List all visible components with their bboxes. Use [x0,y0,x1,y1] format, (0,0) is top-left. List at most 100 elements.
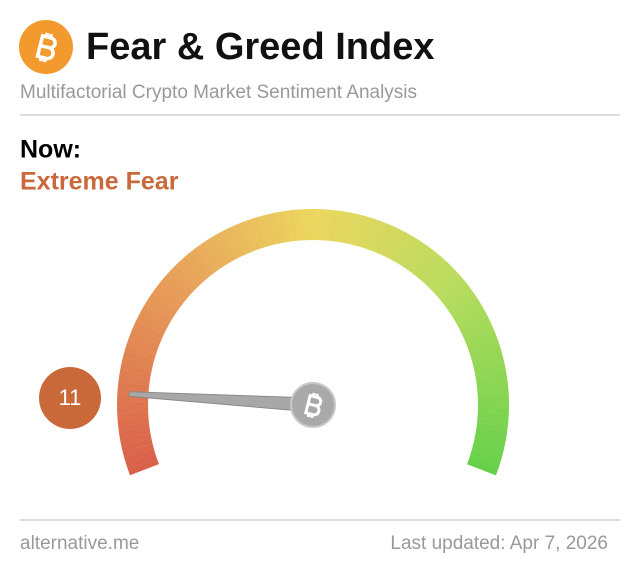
arc-segment [117,412,149,420]
arc-segment [477,417,509,427]
arc-segment [195,244,219,274]
arc-segment [470,344,502,360]
arc-segment [141,304,172,326]
arc-segment [349,213,364,246]
classification: Extreme Fear [20,168,179,196]
arc-segment [435,274,464,299]
arc-segment [125,453,158,470]
arc-segment [124,344,156,360]
arc-segment [155,283,184,308]
arc-segment [454,304,485,326]
arc-segment [476,375,508,386]
arc-segment [250,217,266,249]
arc-segment [133,321,164,340]
arc-segment [474,363,506,376]
arc-segment [399,237,421,268]
arc-segment [128,332,160,350]
heading: Now: [20,136,81,164]
arc-segment [470,448,502,464]
arc-segment [118,428,151,439]
arc-segment [256,215,271,247]
arc-segment [407,244,432,274]
arc-segment [474,433,507,446]
arc-segment [464,327,496,345]
arc-segment [205,237,228,268]
hub-symbol-path [303,392,323,419]
arc-segment [300,209,308,241]
arc-segment [167,269,194,295]
arc-segment [365,219,382,251]
arc-segment [287,209,298,242]
subtitle: Multifactorial Crypto Market Sentiment A… [20,82,417,103]
arc-segment [323,209,333,241]
arc-segment [475,428,508,439]
arc-segment [344,212,358,245]
arc-segment [457,310,488,330]
arc-segment [127,459,159,476]
arc-segment [428,264,455,291]
arc-segment [122,350,155,365]
arc-segment [468,338,500,355]
arc-segment [439,278,468,304]
arc-segment [117,381,150,391]
arc-segment [451,299,482,321]
arc-segment [471,350,504,365]
logo-symbol [35,32,57,63]
arc-segment [221,228,242,259]
title: Fear & Greed Index [86,26,434,68]
value-label: 11 [59,385,82,410]
arc-segment [473,438,505,452]
arc-segment [269,212,282,245]
arc-segment [360,217,376,249]
source: alternative.me [20,533,139,554]
arc-segment [117,406,149,414]
arc-segment [117,417,149,427]
arc-segment [380,226,399,257]
arc-segment [459,315,491,335]
arc-segment [244,219,261,251]
needle-group [128,382,336,428]
arc-segment [144,299,175,321]
arc-segment [432,269,459,295]
arc-segment [472,357,505,370]
arc-segment [313,209,320,241]
arc-segment [120,363,152,376]
arc-segment [119,433,152,445]
arc-segment [370,221,388,253]
arc-segment [262,213,277,246]
arc-segment [306,209,314,241]
arc-segment [190,248,214,277]
arc-segment [467,459,499,476]
arc-segment [339,211,351,244]
arc-segment [462,321,493,340]
arc-segment [477,394,509,402]
arc-segment [375,223,393,255]
arc-segment [476,422,508,433]
arc-segment [238,221,256,253]
arc-segment [130,327,162,345]
arc-segment [442,283,471,308]
arc-segment [448,293,479,317]
arc-segment [477,406,509,414]
arc-segment [227,225,246,257]
arc-segment [328,209,339,242]
arc-segment [424,260,451,288]
arc-segment [389,231,410,262]
arc-segment [119,369,151,381]
arc-segment [233,223,251,255]
arc-segment [135,315,167,335]
arc-segment [117,400,149,408]
arc-segment [121,356,154,370]
arc-segment [394,234,416,265]
arc-segment [162,274,191,299]
arc-segment [412,248,437,277]
arc-segment [420,256,446,284]
arc-segment [175,260,202,288]
arc-segment [126,338,158,355]
arc-segment [477,412,509,420]
arc-segment [171,264,198,291]
arc-segment [216,231,237,262]
value-badge [39,367,101,429]
